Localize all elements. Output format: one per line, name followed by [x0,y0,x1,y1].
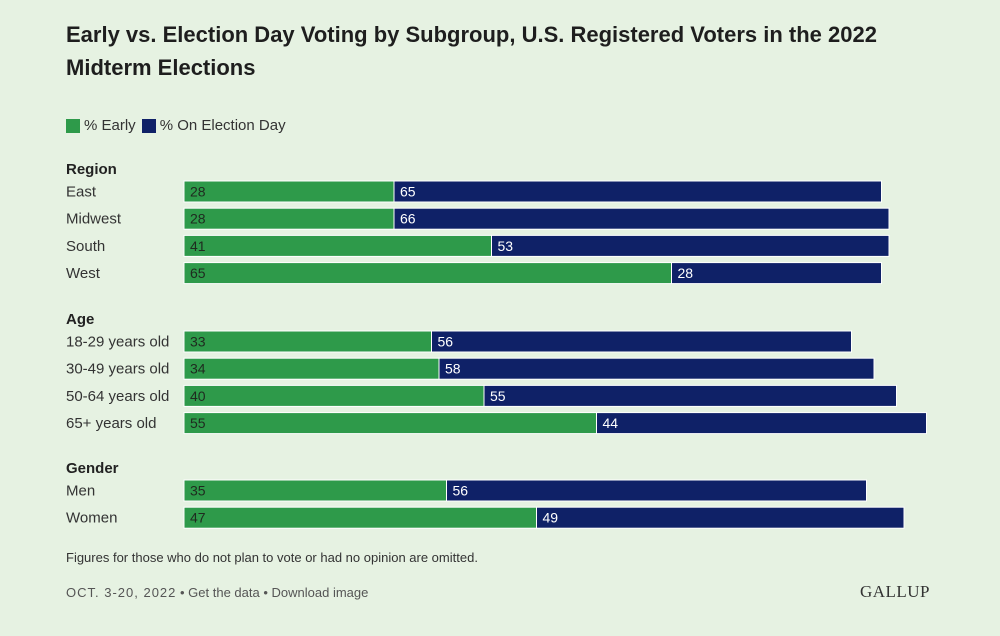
category-label-men: Men [66,483,95,500]
value-label-30-49-years-old-early: 34 [190,361,206,377]
value-label-women-election-day: 49 [543,510,559,526]
value-label-east-early: 28 [190,184,206,200]
value-label-18-29-years-old-election-day: 56 [438,334,454,350]
get-data-link[interactable]: Get the data [188,585,260,600]
bar-30-49-years-old-election-day [438,357,875,380]
value-label-18-29-years-old-early: 33 [190,334,206,350]
bar-men-election-day [446,479,867,502]
chart-note: Figures for those who do not plan to vot… [66,550,478,565]
bar-south-early [183,234,492,257]
group-heading-age: Age [66,311,94,328]
value-label-women-early: 47 [190,510,206,526]
category-label-65-years-old: 65+ years old [66,415,156,432]
bar-65-years-old-election-day [596,412,927,435]
value-label-men-election-day: 56 [453,483,469,499]
value-label-east-election-day: 65 [400,184,416,200]
category-label-west: West [66,265,101,282]
value-label-south-early: 41 [190,238,206,254]
category-label-east: East [66,184,97,201]
legend-swatch-early [66,118,80,133]
chart-footer: OCT. 3-20, 2022 • Get the data • Downloa… [66,585,368,600]
download-image-link[interactable]: Download image [271,585,369,600]
legend-swatch-election-day [141,118,156,133]
value-label-west-early: 65 [190,265,206,281]
bar-women-early [183,506,537,529]
value-label-midwest-election-day: 66 [400,211,416,227]
bar-18-29-years-old-election-day [431,330,852,353]
category-label-midwest: Midwest [66,211,122,228]
category-label-30-49-years-old: 30-49 years old [66,361,169,378]
category-label-women: Women [66,510,117,527]
bar-50-64-years-old-early [183,384,485,407]
category-label-50-64-years-old: 50-64 years old [66,388,169,405]
bar-south-election-day [491,234,890,257]
footer-separator: • [176,585,189,600]
bar-men-early [183,479,447,502]
bar-east-early [183,180,395,203]
group-heading-gender: Gender [66,460,119,477]
group-heading-region: Region [66,161,117,178]
legend-label-early: % Early [84,117,136,134]
bar-30-49-years-old-early [183,357,440,380]
value-label-west-election-day: 28 [678,265,694,281]
value-label-50-64-years-old-early: 40 [190,388,206,404]
bar-midwest-early [183,207,395,230]
bar-midwest-election-day [393,207,890,230]
stacked-bar-chart: Region East 28 65 Midwest 28 66 South 41 53 West 65… [66,161,927,529]
footer-separator-2: • [259,585,272,600]
chart-title: Early vs. Election Day Voting by Subgrou… [66,22,877,80]
bar-65-years-old-early [183,412,597,435]
value-label-midwest-early: 28 [190,211,206,227]
category-label-south: South [66,238,105,255]
gallup-logo: GALLUP [859,582,930,601]
value-label-65-years-old-election-day: 44 [603,415,619,431]
value-label-65-years-old-early: 55 [190,415,206,431]
survey-date: OCT. 3-20, 2022 [66,585,177,600]
category-label-18-29-years-old: 18-29 years old [66,334,169,351]
legend-label-election-day: % On Election Day [159,117,286,134]
bar-women-election-day [536,506,905,529]
value-label-south-election-day: 53 [498,238,514,254]
bar-50-64-years-old-election-day [483,384,897,407]
value-label-50-64-years-old-election-day: 55 [490,388,506,404]
chart-legend: % Early % On Election Day [66,117,292,134]
value-label-men-early: 35 [190,483,206,499]
bar-east-election-day [393,180,882,203]
bar-18-29-years-old-early [183,330,432,353]
bar-west-early [183,262,672,285]
legend-item-election-day: % On Election Day [141,117,286,134]
value-label-30-49-years-old-election-day: 58 [445,361,461,377]
bar-west-election-day [671,262,882,285]
legend-item-early: % Early [66,117,136,134]
